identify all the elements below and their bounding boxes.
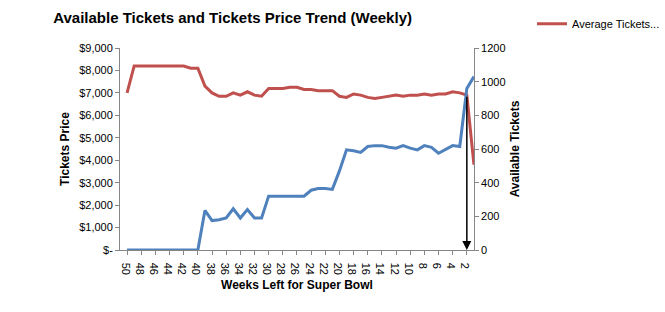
svg-text:34: 34 bbox=[233, 263, 245, 275]
svg-text:16: 16 bbox=[360, 263, 372, 275]
svg-text:18: 18 bbox=[346, 263, 358, 275]
svg-text:$5,000: $5,000 bbox=[79, 132, 113, 144]
svg-text:32: 32 bbox=[247, 263, 259, 275]
svg-text:Tickets Price: Tickets Price bbox=[58, 112, 72, 186]
svg-text:1200: 1200 bbox=[481, 42, 505, 54]
svg-text:24: 24 bbox=[304, 263, 316, 275]
svg-text:22: 22 bbox=[318, 263, 330, 275]
svg-text:14: 14 bbox=[374, 263, 386, 275]
svg-text:$7,000: $7,000 bbox=[79, 87, 113, 99]
svg-text:0: 0 bbox=[481, 244, 487, 256]
svg-text:$8,000: $8,000 bbox=[79, 64, 113, 76]
svg-text:38: 38 bbox=[205, 263, 217, 275]
svg-text:10: 10 bbox=[403, 263, 415, 275]
svg-text:$3,000: $3,000 bbox=[79, 177, 113, 189]
svg-text:$6,000: $6,000 bbox=[79, 109, 113, 121]
svg-text:1000: 1000 bbox=[481, 76, 505, 88]
svg-text:Available Tickets: Available Tickets bbox=[508, 100, 522, 197]
svg-text:6: 6 bbox=[431, 263, 443, 269]
svg-text:42: 42 bbox=[176, 263, 188, 275]
svg-text:4: 4 bbox=[445, 263, 457, 269]
svg-text:40: 40 bbox=[190, 263, 202, 275]
svg-text:8: 8 bbox=[417, 263, 429, 269]
svg-text:600: 600 bbox=[481, 143, 499, 155]
svg-text:Available Tickets and Tickets: Available Tickets and Tickets Price Tren… bbox=[53, 9, 412, 26]
svg-text:2: 2 bbox=[459, 263, 471, 269]
svg-text:Weeks Left for Super Bowl: Weeks Left for Super Bowl bbox=[221, 278, 373, 292]
svg-text:$4,000: $4,000 bbox=[79, 154, 113, 166]
svg-text:50: 50 bbox=[120, 263, 132, 275]
svg-text:Average Tickets...: Average Tickets... bbox=[572, 18, 659, 30]
svg-text:200: 200 bbox=[481, 210, 499, 222]
svg-text:30: 30 bbox=[261, 263, 273, 275]
svg-text:48: 48 bbox=[134, 263, 146, 275]
svg-text:44: 44 bbox=[162, 263, 174, 275]
svg-text:20: 20 bbox=[332, 263, 344, 275]
svg-text:28: 28 bbox=[275, 263, 287, 275]
svg-text:800: 800 bbox=[481, 109, 499, 121]
svg-text:$9,000: $9,000 bbox=[79, 42, 113, 54]
svg-text:$2,000: $2,000 bbox=[79, 199, 113, 211]
svg-text:36: 36 bbox=[219, 263, 231, 275]
svg-text:26: 26 bbox=[289, 263, 301, 275]
svg-text:400: 400 bbox=[481, 177, 499, 189]
svg-text:$1,000: $1,000 bbox=[79, 221, 113, 233]
svg-text:46: 46 bbox=[148, 263, 160, 275]
svg-text:12: 12 bbox=[389, 263, 401, 275]
svg-text:$-: $- bbox=[103, 244, 113, 256]
